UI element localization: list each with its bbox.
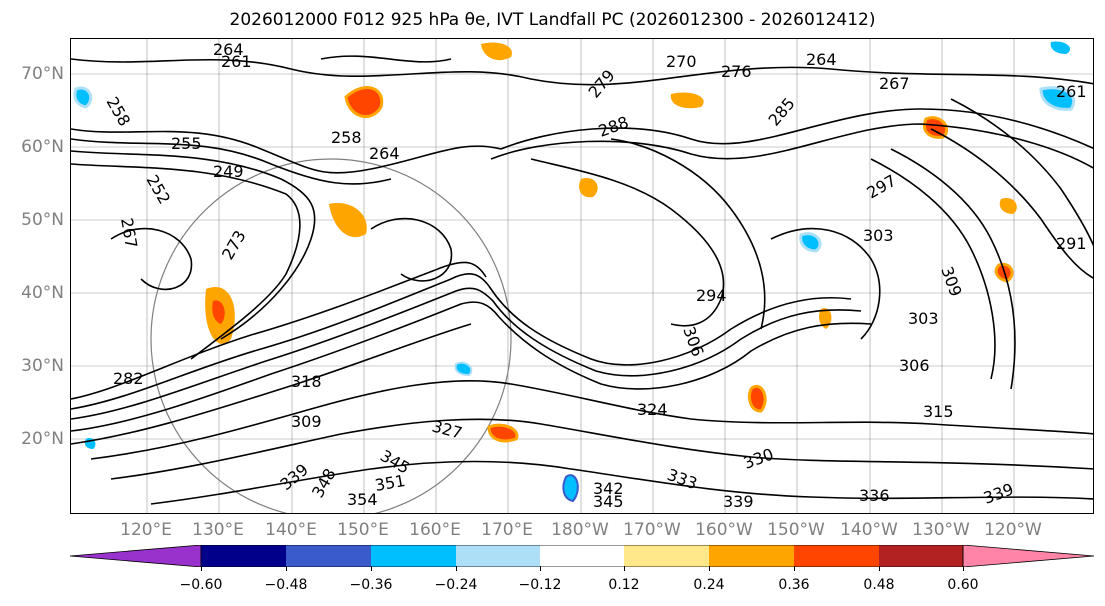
lon-label-150e: 150°E <box>337 520 389 540</box>
map-canvas: 261 264 258 255 252 249 267 258 264 270 … <box>71 39 1093 513</box>
contour-labels: 261 264 258 255 252 249 267 258 264 270 … <box>103 40 1087 511</box>
lat-label-50n: 50°N <box>21 210 64 230</box>
contour-label: 336 <box>859 486 890 505</box>
contour-label: 348 <box>308 465 340 501</box>
lon-label-180w: 180°W <box>551 520 609 540</box>
contour-label: 279 <box>585 66 619 102</box>
contour-label: 267 <box>117 216 141 249</box>
colorbar-tick: 0.12 <box>608 577 640 593</box>
contour-label: 258 <box>331 128 362 147</box>
contour-label: 264 <box>369 144 400 163</box>
lon-label-170e: 170°E <box>481 520 533 540</box>
lon-label-120w: 120°W <box>984 520 1042 540</box>
colorbar-tick: −0.36 <box>349 577 393 593</box>
colorbar-tick: 0.24 <box>693 577 725 593</box>
lon-label-160e: 160°E <box>409 520 461 540</box>
contour-label: 303 <box>908 309 939 328</box>
contour-label: 339 <box>723 492 754 511</box>
contour-label: 306 <box>899 356 930 375</box>
colorbar-tick: −0.24 <box>434 577 478 593</box>
lat-label-40n: 40°N <box>21 283 64 303</box>
colorbar-extend-max <box>962 545 1094 567</box>
contour-label: 273 <box>218 227 250 263</box>
contour-label: 288 <box>596 112 631 140</box>
lon-label-170w: 170°W <box>623 520 681 540</box>
contour-label: 297 <box>864 171 900 203</box>
domain-circle <box>150 158 512 513</box>
lon-label-130w: 130°W <box>912 520 970 540</box>
contour-label: 342 <box>593 479 624 498</box>
contour-label: 264 <box>806 50 837 69</box>
lat-label-20n: 20°N <box>21 429 64 449</box>
figure-title: 2026012000 F012 925 hPa θe, IVT Landfall… <box>229 10 876 30</box>
contour-label: 294 <box>696 286 727 305</box>
contour-label: 267 <box>879 74 910 93</box>
contour-label: 261 <box>221 52 252 71</box>
contour-label: 309 <box>291 412 322 431</box>
contour-label: 258 <box>103 94 135 130</box>
colorbar-extend-min <box>70 545 202 567</box>
contour-label: 354 <box>347 490 378 509</box>
lon-label-140e: 140°E <box>265 520 317 540</box>
contour-label: 333 <box>665 465 700 493</box>
contour-label: 303 <box>863 226 894 245</box>
contour-label: 339 <box>981 479 1016 507</box>
colorbar-tick: −0.48 <box>264 577 308 593</box>
contour-label: 345 <box>593 492 624 511</box>
contour-label: 282 <box>113 369 144 388</box>
contour-label: 291 <box>1056 234 1087 253</box>
lon-label-140w: 140°W <box>840 520 898 540</box>
contour-label: 249 <box>213 162 244 181</box>
theta-e-contours <box>71 55 1093 505</box>
contour-label: 285 <box>765 94 799 130</box>
colorbar-tick: 0.48 <box>863 577 895 593</box>
colorbar-tick: −0.60 <box>179 577 223 593</box>
map-panel[interactable]: 261 264 258 255 252 249 267 258 264 270 … <box>70 38 1094 514</box>
colorbar-tick: 0.60 <box>947 577 979 593</box>
contour-label: 339 <box>276 460 312 494</box>
contour-label: 309 <box>937 264 965 299</box>
contour-label: 264 <box>213 40 244 59</box>
contour-label: 255 <box>171 134 202 153</box>
contour-label: 261 <box>1056 82 1087 101</box>
contour-label: 318 <box>291 372 322 391</box>
colorbar-tick: −0.12 <box>518 577 562 593</box>
lon-label-130e: 130°E <box>192 520 244 540</box>
colorbar-tick: 0.36 <box>778 577 810 593</box>
contour-label: 324 <box>637 400 668 419</box>
contour-label: 330 <box>741 444 776 472</box>
contour-label: 351 <box>373 471 406 495</box>
contour-label: 270 <box>666 52 697 71</box>
lon-label-120e: 120°E <box>120 520 172 540</box>
colorbar <box>70 545 1094 567</box>
lat-label-60n: 60°N <box>21 137 64 157</box>
lat-label-30n: 30°N <box>21 356 64 376</box>
lon-label-160w: 160°W <box>695 520 753 540</box>
contour-label: 276 <box>721 62 752 81</box>
lat-label-70n: 70°N <box>21 64 64 84</box>
contour-label: 315 <box>923 402 954 421</box>
lon-label-150w: 150°W <box>767 520 825 540</box>
